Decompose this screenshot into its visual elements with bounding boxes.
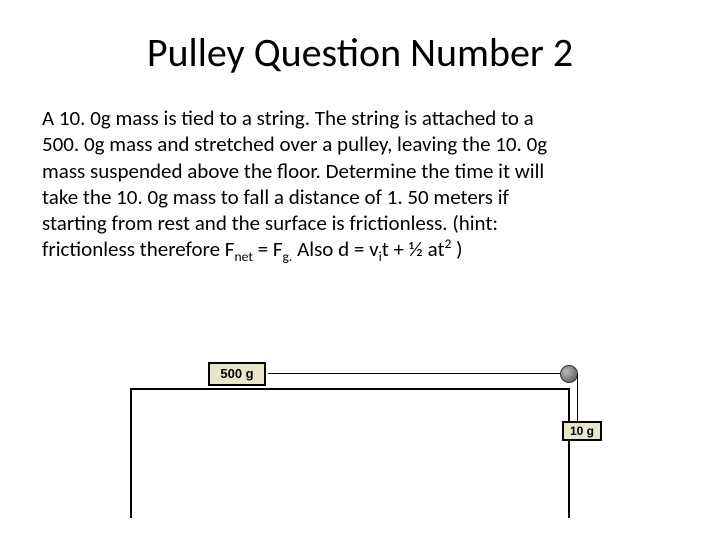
subscript-g: g. (283, 248, 293, 265)
body-line-6a: frictionless therefore F (42, 236, 234, 262)
body-line-2: 500. 0g mass and stretched over a pulley… (42, 131, 547, 157)
table-leg-right (568, 388, 570, 518)
body-line-6e: ) (451, 236, 462, 262)
string-vertical (577, 374, 578, 422)
slide-title: Pulley Question Number 2 (42, 28, 678, 77)
body-line-6c: Also d = v (292, 236, 378, 262)
mass-block-10g: 10 g (562, 421, 602, 441)
table-leg-left (130, 388, 132, 518)
string-horizontal (268, 373, 564, 374)
body-line-5: starting from rest and the surface is fr… (42, 210, 498, 236)
problem-statement: A 10. 0g mass is tied to a string. The s… (42, 105, 678, 263)
subscript-net: net (234, 248, 252, 265)
table-surface (130, 388, 570, 390)
body-line-6d: t + ½ at (382, 236, 445, 262)
mass-block-500g: 500 g (208, 362, 266, 386)
body-line-6b: = F (253, 236, 283, 262)
body-line-4: take the 10. 0g mass to fall a distance … (42, 184, 509, 210)
pulley-icon (560, 365, 578, 383)
pulley-diagram: 500 g 10 g (130, 358, 590, 528)
body-line-1: A 10. 0g mass is tied to a string. The s… (42, 105, 534, 131)
body-line-3: mass suspended above the floor. Determin… (42, 158, 544, 184)
